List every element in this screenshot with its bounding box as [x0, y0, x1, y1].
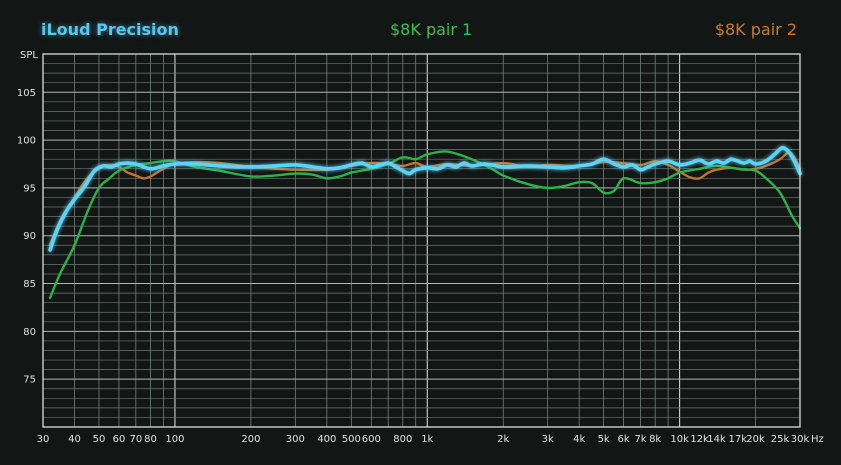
series-line-8k-pair-1: [48, 150, 802, 300]
x-tick-label: 2k: [497, 434, 509, 445]
x-ticks: 30 40 50 60 70 80 100 200 300 400 500 600 800 1k 2k 3k 4…: [37, 434, 810, 445]
x-tick-label: 14k: [707, 434, 726, 445]
x-tick-label: 70: [129, 434, 142, 445]
y-axis-label: SPL: [20, 50, 38, 61]
x-tick-label: 30k: [791, 434, 810, 445]
x-tick-label: 200: [241, 434, 260, 445]
x-tick-label: 6k: [618, 434, 630, 445]
legend-ilound-precision: iLoud Precision: [41, 20, 179, 39]
y-tick-label: 95: [23, 183, 36, 194]
x-tick-label: 4k: [573, 434, 585, 445]
x-tick-label: 8k: [649, 434, 661, 445]
x-tick-label: 300: [286, 434, 305, 445]
legend-8k-pair-1: $8K pair 1: [390, 20, 473, 39]
x-tick-label: 400: [317, 434, 336, 445]
y-tick-label: 90: [23, 231, 36, 242]
y-tick-label: 75: [23, 375, 36, 386]
y-tick-label: 80: [23, 327, 36, 338]
x-tick-label: 60: [113, 434, 126, 445]
x-axis-unit-label: Hz: [811, 434, 824, 445]
series-layer: [48, 145, 802, 300]
y-tick-label: 100: [17, 136, 36, 147]
x-tick-label: 17k: [729, 434, 748, 445]
y-ticks: 75 80 85 90 95 100 105: [17, 88, 36, 386]
x-tick-label: 50: [93, 434, 106, 445]
x-tick-label: 20k: [746, 434, 765, 445]
x-tick-label: 1k: [421, 434, 433, 445]
series-line-iloud-precision: [48, 145, 802, 252]
x-tick-label: 600: [362, 434, 381, 445]
x-tick-label: 3k: [542, 434, 554, 445]
x-tick-label: 500: [342, 434, 361, 445]
x-tick-label: 30: [37, 434, 50, 445]
plot-frame: [42, 53, 801, 428]
y-tick-label: 105: [17, 88, 36, 99]
x-tick-label: 40: [68, 434, 81, 445]
x-tick-label: 10k: [670, 434, 689, 445]
legend-8k-pair-2: $8K pair 2: [714, 20, 797, 39]
x-tick-label: 80: [144, 434, 157, 445]
x-tick-label: 25k: [771, 434, 790, 445]
y-tick-label: 85: [23, 279, 36, 290]
grid: [42, 54, 801, 427]
x-tick-label: 800: [393, 434, 412, 445]
x-tick-label: 100: [165, 434, 184, 445]
x-tick-label: 12k: [690, 434, 709, 445]
x-tick-label: 5k: [598, 434, 610, 445]
x-tick-label: 7k: [634, 434, 646, 445]
